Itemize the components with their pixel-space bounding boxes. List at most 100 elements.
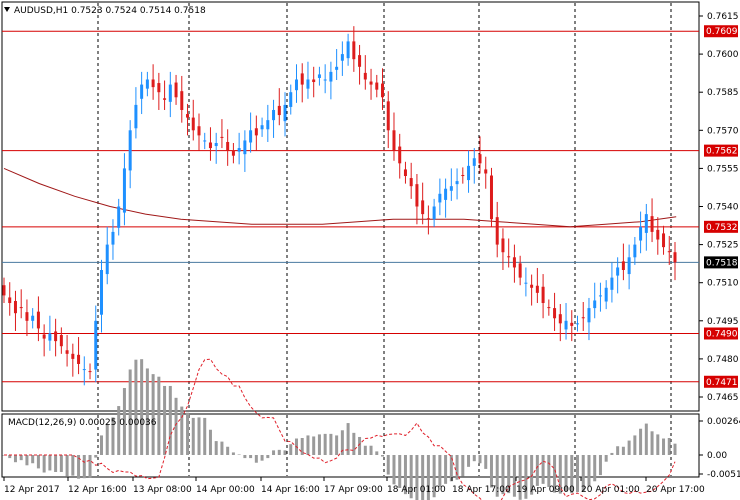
candle-body	[444, 188, 448, 200]
level-label-box	[704, 144, 738, 157]
horizontal-levels: 0.7609 0.7562 0.7532 0.7490 0.7471 0.7518	[2, 25, 738, 388]
macd-bar	[13, 455, 17, 463]
macd-bar	[145, 368, 149, 455]
macd-axis: 0.00264 0.00 -0.00514	[699, 417, 740, 480]
candle-body	[472, 158, 476, 166]
candle-body	[553, 308, 557, 319]
macd-bar	[375, 451, 379, 455]
candle-body	[386, 101, 390, 131]
macd-bar	[191, 417, 195, 455]
macd-bar	[335, 435, 339, 455]
candle-body	[289, 92, 293, 107]
macd-bar	[94, 455, 98, 458]
macd-bar	[122, 388, 126, 455]
candle-body	[272, 109, 276, 121]
candles	[2, 26, 677, 386]
macd-bar	[392, 455, 396, 485]
macd-bar	[243, 455, 247, 459]
candle-body	[398, 146, 402, 164]
candle-body	[13, 300, 17, 314]
macd-bar	[495, 455, 499, 497]
macd-bar	[65, 455, 69, 477]
candle-body	[157, 83, 161, 93]
candle-body	[197, 126, 201, 136]
price-tick-label: 0.7465	[707, 393, 739, 403]
macd-bar	[478, 455, 482, 464]
candle-body	[369, 81, 373, 85]
candle-body	[489, 175, 493, 220]
candle-body	[65, 350, 69, 354]
macd-bar	[415, 455, 419, 500]
macd-bar	[455, 455, 459, 480]
candle-body	[306, 79, 310, 89]
candle-body	[88, 371, 92, 373]
candle-body	[168, 84, 172, 102]
macd-bar	[42, 455, 46, 473]
macd-bar	[36, 455, 40, 469]
macd-bar	[363, 445, 367, 455]
candle-body	[186, 114, 190, 118]
macd-bar	[317, 434, 321, 455]
macd-bar	[260, 455, 264, 461]
candle-body	[226, 141, 230, 151]
macd-bar	[489, 455, 493, 488]
candle-body	[598, 295, 602, 297]
macd-bar	[558, 455, 562, 494]
candle-body	[140, 84, 144, 99]
candle-body	[593, 300, 597, 309]
macd-bar	[547, 455, 551, 487]
time-tick-label: 19 Apr 09:00	[516, 485, 575, 495]
candle-body	[547, 307, 551, 309]
macd-bar	[484, 455, 488, 469]
macd-bar	[627, 440, 631, 455]
triangle-down-icon[interactable]	[4, 7, 10, 12]
candle-body	[249, 130, 253, 143]
macd-tick-label: 0.00264	[707, 417, 740, 427]
candle-body	[294, 79, 298, 91]
candle-body	[335, 66, 339, 70]
vertical-gridlines	[97, 3, 672, 476]
candle-body	[254, 128, 258, 136]
current-price-label: 0.7518	[706, 258, 738, 268]
candle-body	[650, 216, 654, 232]
macd-bar	[650, 431, 654, 455]
candle-body	[570, 322, 574, 326]
macd-bar	[54, 455, 58, 472]
macd-bar	[180, 406, 184, 455]
candle-body	[438, 193, 442, 203]
candle-body	[105, 244, 109, 275]
macd-bar	[8, 455, 12, 459]
time-tick-label: 18 Apr 01:00	[387, 485, 446, 495]
macd-series	[2, 358, 677, 500]
candle-body	[71, 353, 75, 359]
candle-body	[449, 186, 453, 191]
macd-bar	[472, 455, 476, 462]
macd-bar	[77, 455, 81, 479]
macd-bar	[467, 455, 471, 467]
macd-bar	[312, 436, 316, 455]
candle-body	[639, 226, 643, 241]
macd-bar	[518, 455, 522, 500]
candle-body	[42, 334, 46, 339]
candle-body	[381, 83, 385, 98]
time-tick-label: 20 Apr 17:00	[646, 485, 705, 495]
macd-bar	[662, 438, 666, 455]
macd-tick-label: -0.00514	[707, 470, 740, 480]
macd-signal-line	[4, 358, 676, 500]
macd-bar	[19, 455, 23, 461]
macd-bar	[449, 455, 453, 482]
candle-body	[260, 125, 264, 130]
candle-body	[25, 312, 29, 321]
time-tick-label: 18 Apr 17:00	[452, 485, 511, 495]
candle-body	[673, 252, 677, 263]
macd-bar	[358, 436, 362, 455]
macd-bar	[214, 441, 218, 455]
macd-bar	[289, 444, 293, 455]
macd-bar	[553, 455, 557, 493]
candle-body	[667, 251, 671, 253]
candle-body	[656, 229, 660, 240]
price-tick-label: 0.7480	[707, 355, 739, 365]
candle-body	[352, 41, 356, 60]
macd-bar	[277, 449, 281, 455]
